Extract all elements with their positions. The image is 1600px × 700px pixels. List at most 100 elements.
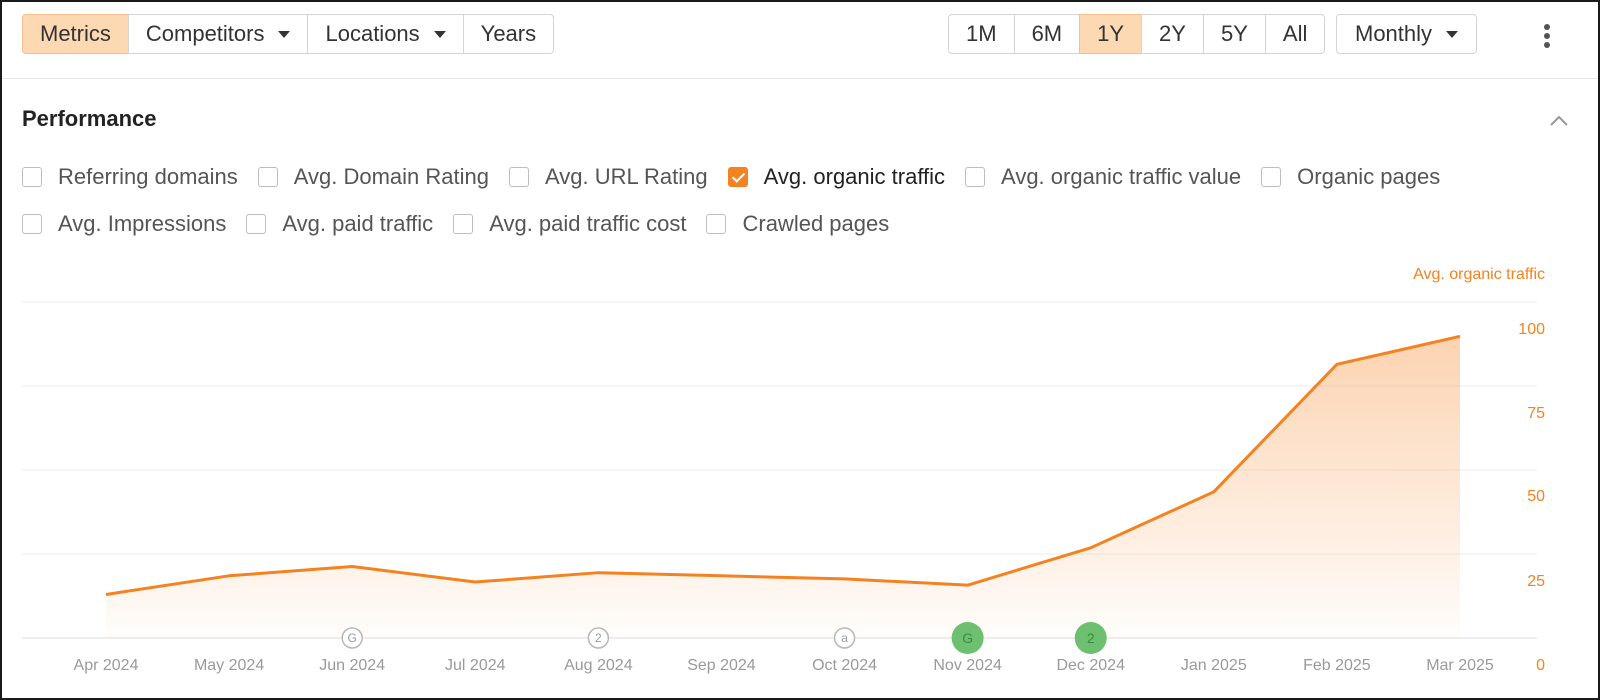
y-tick-label: 50	[1527, 488, 1545, 505]
range-label: All	[1282, 21, 1308, 46]
view-tabs: Metrics Competitors Locations Years	[22, 14, 555, 54]
y-axis-title: Avg. organic traffic	[1413, 266, 1545, 283]
metric-checkbox-avg-organic-traffic[interactable]: Avg. organic traffic	[727, 164, 946, 190]
x-tick-label: Dec 2024	[1056, 657, 1125, 674]
checkbox-icon[interactable]	[509, 167, 529, 187]
range-2y[interactable]: 2Y	[1141, 14, 1204, 54]
data-point[interactable]	[350, 564, 354, 568]
metric-label: Avg. organic traffic value	[1001, 164, 1242, 189]
granularity-label: Monthly	[1355, 21, 1433, 46]
tab-locations-label: Locations	[325, 21, 420, 46]
metric-checkbox-row-2: Avg. Impressions Avg. paid traffic Avg. pa…	[22, 211, 909, 237]
annotation-marker[interactable]	[951, 622, 984, 654]
metric-checkbox-avg-organic-traffic-value[interactable]: Avg. organic traffic value	[965, 164, 1241, 190]
x-tick-label: Aug 2024	[564, 657, 633, 674]
tab-years[interactable]: Years	[462, 14, 555, 54]
metric-checkbox-avg-paid-traffic-cost[interactable]: Avg. paid traffic cost	[453, 211, 686, 237]
x-tick-label: Feb 2025	[1303, 657, 1371, 674]
metric-checkbox-avg-impressions[interactable]: Avg. Impressions	[22, 211, 226, 237]
metric-label: Crawled pages	[742, 211, 890, 236]
data-point[interactable]	[596, 571, 600, 575]
metric-checkbox-organic-pages[interactable]: Organic pages	[1261, 164, 1440, 190]
data-point[interactable]	[719, 574, 723, 578]
range-all[interactable]: All	[1264, 14, 1326, 54]
metric-label: Organic pages	[1297, 164, 1441, 189]
checkbox-icon[interactable]	[706, 214, 727, 234]
x-tick-label: Nov 2024	[933, 657, 1002, 674]
chevron-down-icon	[1446, 30, 1459, 38]
annotation-label: 2	[1087, 630, 1095, 646]
tab-metrics-label: Metrics	[40, 21, 111, 46]
checkbox-icon[interactable]	[965, 167, 986, 187]
data-point[interactable]	[966, 583, 970, 587]
metric-checkbox-avg-paid-traffic[interactable]: Avg. paid traffic	[246, 211, 433, 237]
checkbox-icon[interactable]	[22, 214, 42, 234]
kebab-menu-icon[interactable]	[1543, 24, 1551, 48]
annotation-label: G	[962, 630, 973, 646]
annotation-marker[interactable]	[341, 627, 363, 649]
range-6m[interactable]: 6M	[1013, 14, 1081, 54]
metric-label: Avg. URL Rating	[545, 164, 708, 189]
series-line	[105, 334, 1461, 596]
range-label: 1Y	[1097, 21, 1125, 46]
data-point[interactable]	[473, 580, 477, 584]
annotation-label: G	[348, 631, 357, 645]
annotation-marker[interactable]	[587, 627, 610, 649]
x-tick-label: Mar 2025	[1426, 657, 1494, 674]
range-label: 1M	[966, 21, 997, 46]
checkbox-icon[interactable]	[257, 167, 278, 187]
x-tick-label: Sep 2024	[687, 657, 756, 674]
checkbox-icon[interactable]	[1261, 167, 1282, 187]
chevron-down-icon	[278, 30, 291, 38]
chevron-up-icon[interactable]	[1550, 114, 1568, 126]
metric-checkbox-referring-domains[interactable]: Referring domains	[22, 164, 238, 190]
checkbox-icon[interactable]	[453, 214, 474, 234]
data-point[interactable]	[1335, 362, 1339, 366]
range-label: 5Y	[1220, 21, 1248, 46]
granularity-dropdown[interactable]: Monthly	[1336, 14, 1478, 54]
organic-traffic-chart: Avg. organic traffic 0 25 50 75 100 Apr 2024 Ma…	[22, 266, 1545, 674]
metric-label: Avg. Domain Rating	[293, 164, 489, 189]
annotation-marker[interactable]	[1074, 622, 1107, 654]
range-label: 6M	[1031, 21, 1063, 46]
metric-checkbox-avg-url-rating[interactable]: Avg. URL Rating	[509, 164, 708, 190]
y-tick-label: 75	[1527, 405, 1545, 422]
tab-metrics[interactable]: Metrics	[22, 14, 129, 54]
range-5y[interactable]: 5Y	[1202, 14, 1266, 54]
checkbox-icon[interactable]	[246, 214, 267, 234]
y-tick-label: 100	[1518, 321, 1545, 338]
metric-label: Avg. paid traffic	[282, 211, 434, 236]
tab-locations[interactable]: Locations	[307, 14, 464, 54]
checkbox-checked-icon[interactable]	[727, 167, 748, 187]
x-tick-label: Apr 2024	[74, 657, 139, 674]
metric-checkbox-crawled-pages[interactable]: Crawled pages	[706, 211, 889, 237]
metric-label: Avg. organic traffic	[763, 164, 946, 189]
data-point[interactable]	[1212, 490, 1216, 494]
metric-checkbox-row-1: Referring domains Avg. Domain Rating Avg. …	[22, 164, 1460, 190]
data-point[interactable]	[227, 574, 231, 578]
data-point[interactable]	[1089, 546, 1093, 550]
section-title: Performance	[22, 106, 157, 131]
tab-competitors[interactable]: Competitors	[127, 14, 309, 54]
range-1m[interactable]: 1M	[948, 14, 1015, 54]
x-tick-label: May 2024	[194, 657, 264, 674]
checkbox-icon[interactable]	[22, 167, 42, 187]
range-1y[interactable]: 1Y	[1079, 14, 1143, 54]
series-area	[106, 336, 1460, 638]
annotation-marker[interactable]	[833, 627, 856, 649]
data-point[interactable]	[104, 592, 108, 596]
x-tick-label: Jun 2024	[319, 657, 385, 674]
x-tick-label: Jul 2024	[445, 657, 506, 674]
toolbar: Metrics Competitors Locations Years 1M 6M 1Y 2…	[2, 2, 1598, 79]
x-tick-label: Oct 2024	[812, 657, 877, 674]
data-point[interactable]	[1458, 334, 1462, 338]
metric-label: Avg. paid traffic cost	[489, 211, 687, 236]
data-point[interactable]	[843, 577, 847, 581]
annotation-label: 2	[595, 631, 602, 645]
x-tick-label: Jan 2025	[1181, 657, 1247, 674]
range-label: 2Y	[1159, 21, 1186, 46]
annotation-label: a	[841, 631, 848, 645]
metric-checkbox-avg-domain-rating[interactable]: Avg. Domain Rating	[257, 164, 489, 190]
y-tick-label: 25	[1527, 573, 1545, 590]
